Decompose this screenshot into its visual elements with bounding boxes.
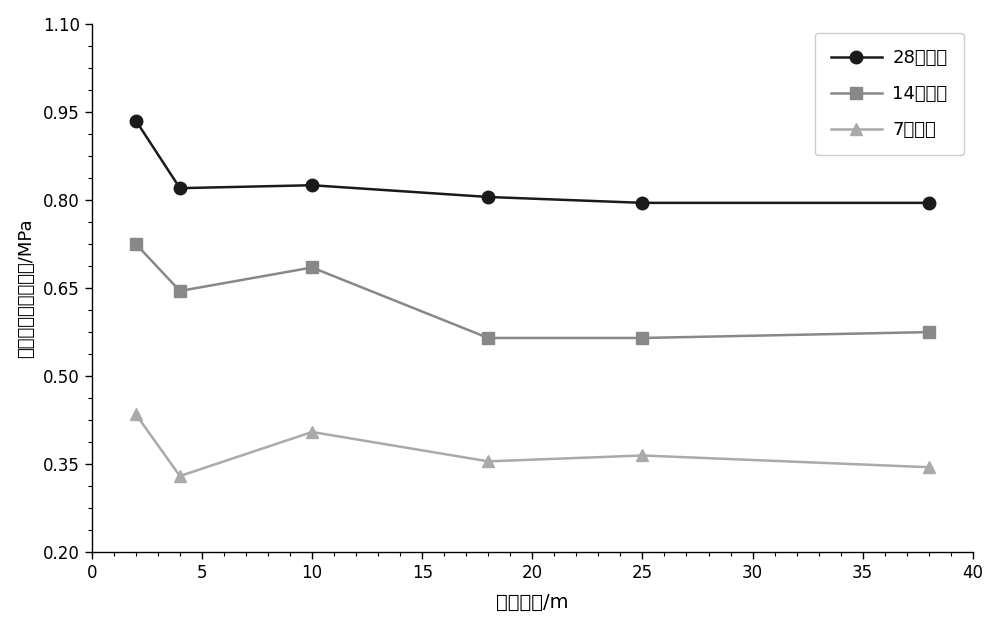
Legend: 28天强度, 14天强度, 7天强度: 28天强度, 14天强度, 7天强度 bbox=[815, 33, 964, 155]
Line: 14天强度: 14天强度 bbox=[130, 238, 935, 344]
14天强度 bbox=[174, 287, 186, 295]
14天强度 bbox=[130, 240, 142, 248]
28天强度 bbox=[306, 181, 318, 189]
28天强度 bbox=[636, 199, 648, 207]
X-axis label: 土层深度/m: 土层深度/m bbox=[496, 593, 569, 613]
14天强度 bbox=[306, 264, 318, 271]
7天强度 bbox=[923, 464, 935, 471]
7天强度 bbox=[130, 411, 142, 418]
14天强度 bbox=[923, 328, 935, 336]
Line: 28天强度: 28天强度 bbox=[130, 114, 935, 209]
28天强度 bbox=[482, 193, 494, 201]
Line: 7天强度: 7天强度 bbox=[130, 408, 935, 482]
Y-axis label: 水泥土芯样平均强度/MPa: 水泥土芯样平均强度/MPa bbox=[17, 218, 35, 358]
14天强度 bbox=[636, 334, 648, 342]
7天强度 bbox=[306, 428, 318, 436]
14天强度 bbox=[482, 334, 494, 342]
7天强度 bbox=[174, 472, 186, 480]
28天强度 bbox=[130, 117, 142, 125]
7天强度 bbox=[482, 457, 494, 465]
28天强度 bbox=[174, 184, 186, 192]
7天强度 bbox=[636, 452, 648, 459]
28天强度 bbox=[923, 199, 935, 207]
